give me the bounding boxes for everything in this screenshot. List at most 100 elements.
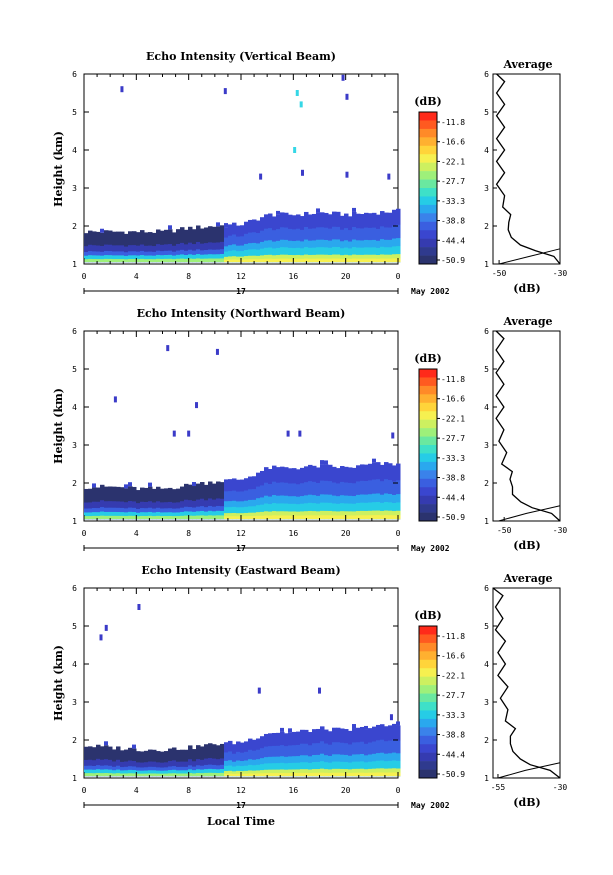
echo-cell [116, 515, 121, 520]
echo-cell [268, 254, 273, 263]
echo-cell [164, 258, 169, 263]
echo-cell [180, 770, 185, 777]
echo-cell [172, 255, 177, 263]
high-echo-point [195, 402, 199, 409]
echo-cell [304, 254, 309, 263]
colorbar-swatch [419, 436, 437, 446]
echo-cell [376, 515, 381, 520]
echo-cell [284, 258, 289, 263]
echo-cell [276, 210, 280, 215]
echo-cell [184, 511, 189, 520]
echo-cell [216, 773, 221, 777]
echo-cell [104, 773, 109, 777]
echo-cell [228, 256, 233, 263]
echo-cell [160, 773, 165, 777]
echo-cell [172, 512, 177, 520]
echo-cell [392, 515, 397, 520]
northward-beam-date-month: May 2002 [411, 544, 450, 553]
vertical-beam-average-title: Average [502, 58, 552, 71]
northward-beam-average-profile: -50 -30 [495, 330, 567, 535]
y-tick-label: 6 [72, 584, 77, 593]
echo-cell [272, 258, 277, 263]
avg-y-tick-label: 6 [484, 584, 489, 593]
echo-cell [332, 258, 337, 263]
echo-cell [300, 769, 305, 777]
colorbar-label: -22.1 [441, 671, 465, 680]
x-tick-label: 20 [341, 272, 351, 281]
echo-cell [192, 254, 197, 263]
y-tick-label: 3 [72, 184, 77, 193]
colorbar-swatch [419, 145, 437, 155]
y-tick-label: 5 [72, 622, 77, 631]
echo-cell [288, 769, 293, 777]
echo-cell [308, 510, 313, 520]
echo-cell [264, 511, 269, 520]
echo-cell [116, 512, 121, 520]
echo-cell [108, 255, 113, 263]
echo-cell [188, 254, 193, 263]
y-tick-label: 1 [72, 774, 77, 783]
echo-cell [252, 255, 257, 263]
echo-cell [220, 510, 225, 520]
colorbar-swatch [419, 495, 437, 505]
echo-cell [208, 515, 213, 520]
echo-cell [348, 511, 353, 520]
colorbar-swatch [419, 642, 437, 652]
echo-cell [168, 225, 172, 230]
echo-cell [236, 256, 241, 263]
echo-cell [124, 770, 129, 777]
echo-cell [136, 259, 141, 263]
colorbar-swatch [419, 213, 437, 223]
echo-cell [360, 254, 365, 263]
echo-cell [280, 727, 284, 732]
echo-cell [92, 773, 97, 777]
echo-cell [232, 256, 237, 263]
colorbar-swatch [419, 188, 437, 197]
y-tick-label: 1 [72, 260, 77, 269]
echo-cell [316, 511, 321, 520]
echo-cell [116, 255, 121, 263]
echo-cell [252, 259, 257, 263]
echo-cell [228, 513, 233, 520]
echo-cell [104, 769, 109, 777]
x-tick-label: 12 [236, 786, 246, 795]
echo-cell [372, 258, 377, 263]
avg-y-tick-label: 5 [484, 365, 489, 374]
echo-cell [292, 773, 297, 777]
x-tick-label: 16 [289, 272, 299, 281]
echo-cell [152, 770, 157, 777]
echo-cell [176, 770, 181, 777]
y-tick-label: 6 [72, 70, 77, 79]
echo-cell [296, 769, 301, 777]
echo-cell [132, 255, 137, 263]
echo-cell [232, 771, 237, 777]
high-echo-point [286, 430, 290, 437]
echo-cell [388, 254, 393, 263]
echo-cell [244, 770, 249, 777]
echo-cell [268, 258, 273, 263]
avg-y-tick-label: 3 [484, 184, 489, 193]
echo-cell [224, 259, 229, 263]
echo-cell [220, 769, 225, 777]
echo-cell [336, 511, 341, 520]
colorbar-label: -27.7 [441, 434, 465, 443]
echo-cell [164, 770, 169, 777]
echo-cell [360, 772, 365, 777]
echo-cell [140, 515, 145, 520]
echo-cell [144, 255, 149, 263]
echo-cell [88, 516, 93, 520]
echo-cell [220, 254, 225, 263]
colorbar-label: -44.4 [441, 750, 465, 759]
echo-cell [200, 510, 205, 520]
echo-cell [376, 772, 381, 777]
echo-cell [132, 744, 136, 749]
echo-cell [280, 254, 285, 263]
echo-cell [84, 769, 89, 777]
echo-cell [304, 503, 309, 520]
echo-cell [236, 516, 241, 520]
echo-cell [252, 773, 257, 777]
echo-cell [324, 254, 329, 263]
colorbar-swatch [419, 626, 437, 635]
echo-cell [264, 254, 269, 263]
